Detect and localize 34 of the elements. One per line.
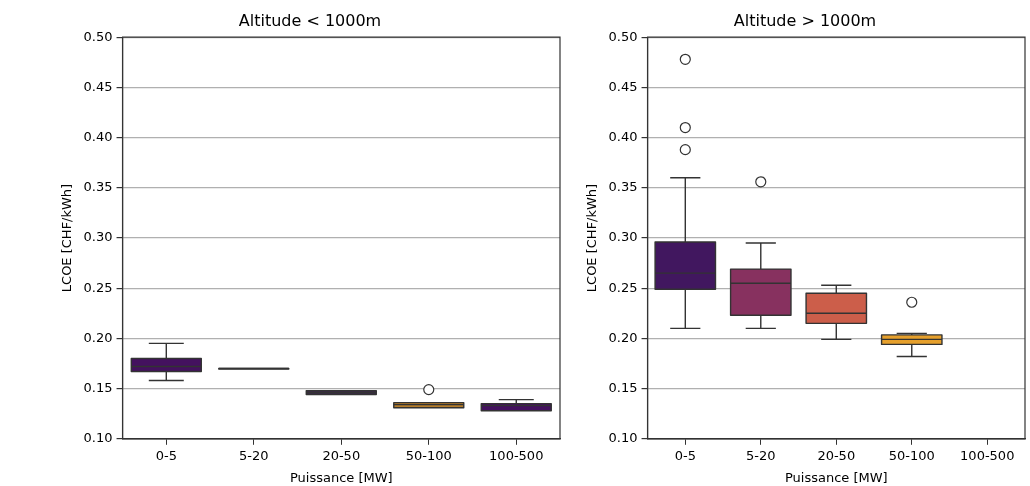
x-tick-label: 5-20: [239, 447, 269, 463]
x-tick-label: 5-20: [746, 447, 776, 463]
x-tick-label: 50-100: [405, 447, 452, 463]
x-tick-label: 20-50: [322, 447, 361, 463]
x-axis-title: Puissance [MW]: [784, 469, 888, 485]
x-tick-label: 20-50: [817, 447, 856, 463]
x-tick-label: 100-500: [960, 447, 1015, 463]
x-tick-label: 50-100: [888, 447, 935, 463]
x-tick-label: 0-5: [155, 447, 177, 463]
y-tick-label: 0.50: [608, 28, 638, 44]
y-tick-label: 0.45: [608, 78, 638, 94]
y-tick-label: 0.20: [83, 329, 113, 345]
y-tick-label: 0.35: [608, 179, 638, 195]
y-tick-label: 0.10: [608, 430, 638, 446]
chart-title: Altitude > 1000m: [733, 10, 877, 30]
y-tick-label: 0.45: [83, 78, 113, 94]
chart-title: Altitude < 1000m: [238, 10, 382, 30]
y-tick-label: 0.35: [83, 179, 113, 195]
x-tick-label: 0-5: [674, 447, 696, 463]
y-tick-label: 0.15: [608, 379, 638, 395]
y-tick-label: 0.10: [83, 430, 113, 446]
y-axis-title: LCOE [CHF/kWh]: [584, 183, 600, 293]
y-tick-label: 0.30: [608, 229, 638, 245]
y-tick-label: 0.50: [83, 28, 113, 44]
y-tick-label: 0.40: [83, 128, 113, 144]
y-axis-title: LCOE [CHF/kWh]: [59, 183, 75, 293]
y-tick-label: 0.25: [608, 279, 638, 295]
y-tick-label: 0.25: [83, 279, 113, 295]
y-tick-label: 0.30: [83, 229, 113, 245]
x-tick-label: 100-500: [489, 447, 544, 463]
y-tick-label: 0.40: [608, 128, 638, 144]
x-axis-title: Puissance [MW]: [289, 469, 393, 485]
y-tick-label: 0.15: [83, 379, 113, 395]
y-tick-label: 0.20: [608, 329, 638, 345]
